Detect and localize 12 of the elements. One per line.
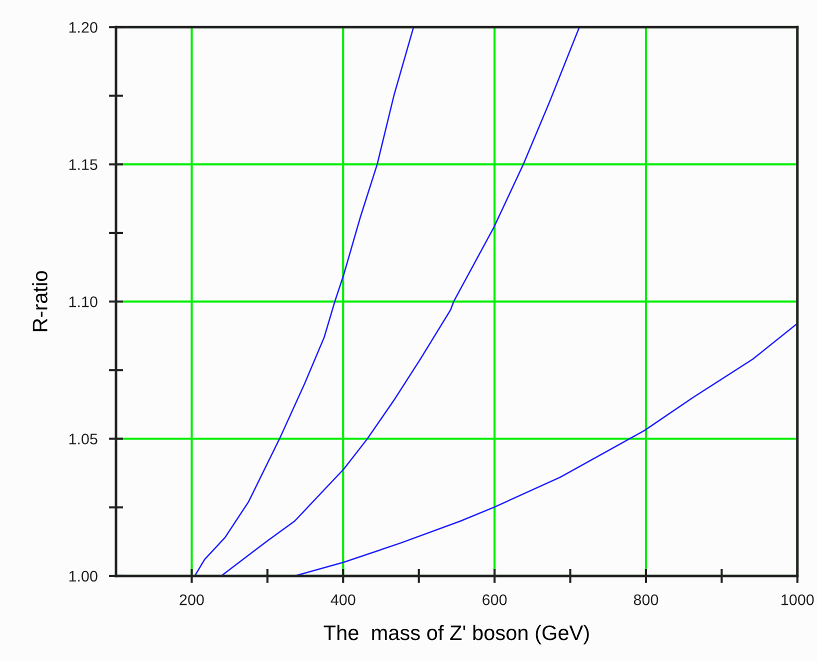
y-tick-label: 1.00 [69, 570, 98, 582]
y-tick-label: 1.10 [69, 296, 98, 308]
y-tick-label: 1.20 [69, 22, 98, 33]
y-tick-label: 1.15 [69, 159, 98, 170]
y-axis-title: R-ratio [32, 271, 48, 332]
x-tick-label: 1000 [782, 594, 814, 606]
x-tick-label: 200 [180, 594, 204, 606]
x-tick-label: 400 [330, 594, 356, 606]
x-tick-label: 600 [482, 594, 507, 606]
x-axis-title: The mass of Z' boson (GeV) [324, 624, 589, 644]
x-tick-label: 800 [634, 594, 658, 606]
y-tick-label: 1.05 [69, 434, 98, 444]
